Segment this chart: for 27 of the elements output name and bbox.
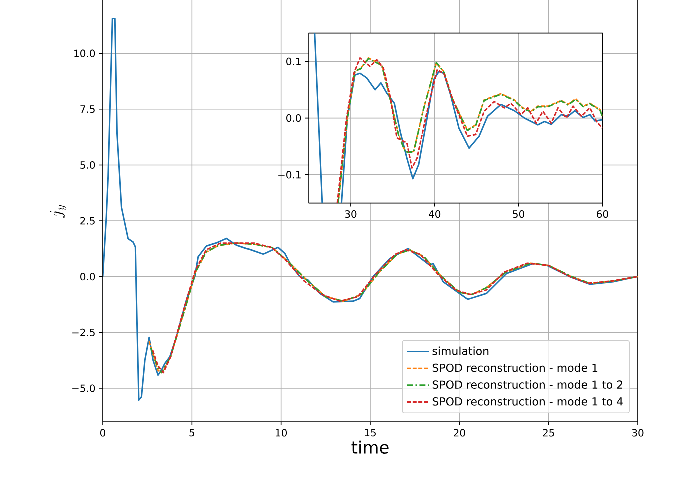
y-tick-label: 0.1 bbox=[286, 58, 301, 66]
x-tick-label: 40 bbox=[428, 210, 441, 218]
y-tick-label: −5.0 bbox=[72, 384, 96, 392]
x-tick-label: 25 bbox=[543, 429, 554, 437]
y-tick-label: −0.1 bbox=[278, 171, 301, 179]
x-tick-label: 20 bbox=[454, 429, 466, 437]
x-tick-label: 30 bbox=[632, 429, 644, 437]
y-tick-label: −2.5 bbox=[72, 328, 95, 336]
y-tick-label: 10.0 bbox=[74, 50, 96, 58]
y-tick-label: 2.5 bbox=[80, 217, 95, 225]
legend-label: simulation bbox=[432, 346, 489, 356]
x-tick-label: 0 bbox=[100, 429, 106, 437]
y-tick-label: 5.0 bbox=[80, 161, 96, 170]
x-tick-label: 30 bbox=[345, 210, 357, 218]
x-axis-title: time bbox=[352, 440, 389, 454]
x-tick-label: 10 bbox=[276, 429, 288, 437]
legend-label: SPOD reconstruction - mode 1 bbox=[432, 364, 598, 372]
y-tick-label: 0.0 bbox=[286, 114, 302, 122]
y-axis-title: $j_y$ bbox=[50, 205, 67, 218]
legend-label: SPOD reconstruction - mode 1 to 4 bbox=[432, 397, 623, 406]
x-tick-label: 5 bbox=[190, 429, 194, 437]
x-tick-label: 60 bbox=[597, 210, 608, 218]
y-tick-label: 0.0 bbox=[80, 273, 96, 281]
legend-label: SPOD reconstruction - mode 1 to 2 bbox=[432, 380, 622, 389]
y-tick-label: 7.5 bbox=[80, 106, 95, 114]
x-tick-label: 15 bbox=[365, 429, 376, 437]
x-tick-label: 50 bbox=[513, 210, 524, 218]
